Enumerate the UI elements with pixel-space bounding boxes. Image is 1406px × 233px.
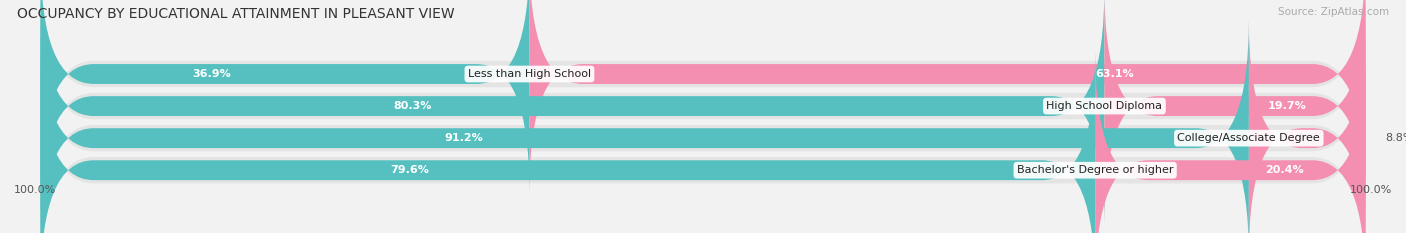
Text: 100.0%: 100.0% <box>1350 185 1392 195</box>
FancyBboxPatch shape <box>41 0 530 192</box>
FancyBboxPatch shape <box>41 0 1365 189</box>
Text: College/Associate Degree: College/Associate Degree <box>1177 133 1320 143</box>
Text: 100.0%: 100.0% <box>14 185 56 195</box>
Text: 63.1%: 63.1% <box>1095 69 1135 79</box>
Text: High School Diploma: High School Diploma <box>1046 101 1163 111</box>
Text: OCCUPANCY BY EDUCATIONAL ATTAINMENT IN PLEASANT VIEW: OCCUPANCY BY EDUCATIONAL ATTAINMENT IN P… <box>17 7 454 21</box>
Text: 79.6%: 79.6% <box>391 165 429 175</box>
Text: 8.8%: 8.8% <box>1385 133 1406 143</box>
Text: 36.9%: 36.9% <box>193 69 231 79</box>
Text: 20.4%: 20.4% <box>1265 165 1303 175</box>
FancyBboxPatch shape <box>41 20 1249 233</box>
FancyBboxPatch shape <box>41 0 1365 221</box>
FancyBboxPatch shape <box>1105 0 1365 224</box>
Text: Less than High School: Less than High School <box>468 69 591 79</box>
FancyBboxPatch shape <box>530 0 1365 192</box>
Text: 91.2%: 91.2% <box>444 133 482 143</box>
FancyBboxPatch shape <box>1095 52 1365 233</box>
FancyBboxPatch shape <box>41 55 1365 233</box>
Text: 19.7%: 19.7% <box>1268 101 1306 111</box>
FancyBboxPatch shape <box>41 23 1365 233</box>
Text: Bachelor's Degree or higher: Bachelor's Degree or higher <box>1017 165 1174 175</box>
FancyBboxPatch shape <box>1249 20 1365 233</box>
FancyBboxPatch shape <box>41 0 1105 224</box>
FancyBboxPatch shape <box>41 52 1095 233</box>
Text: Source: ZipAtlas.com: Source: ZipAtlas.com <box>1278 7 1389 17</box>
Text: 80.3%: 80.3% <box>394 101 432 111</box>
